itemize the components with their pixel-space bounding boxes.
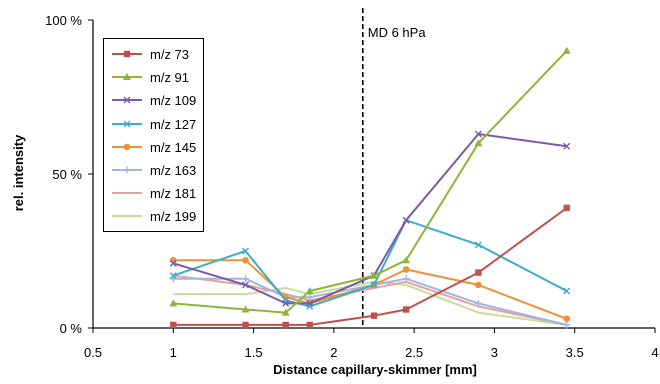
x-tick-label: 4: [651, 345, 658, 360]
y-tick-label: 0 %: [60, 321, 83, 336]
series-m-z-109: [169, 130, 571, 307]
legend: m/z 73 m/z 91 m/z 109 m/z 127 m/z 145 m/z 163…: [103, 38, 204, 232]
data-point: [169, 299, 178, 307]
y-tick-label: 100 %: [45, 13, 82, 28]
legend-swatch: [112, 143, 142, 151]
legend-label: m/z 127: [150, 116, 197, 132]
series-layer: [169, 46, 571, 329]
series-line: [173, 207, 568, 326]
x-tick-label: 3.5: [566, 345, 584, 360]
data-point: [282, 299, 290, 307]
legend-swatch: [112, 73, 142, 81]
annotation-label: MD 6 hPa: [368, 25, 427, 40]
legend-item: m/z 163: [110, 161, 202, 181]
legend-item: m/z 109: [110, 91, 202, 111]
data-point: [402, 216, 410, 224]
series-line: [173, 133, 567, 305]
data-point: [123, 166, 131, 174]
legend-item: m/z 91: [110, 68, 202, 88]
data-point: [306, 299, 314, 307]
legend-label: m/z 181: [150, 186, 197, 202]
x-tick-label: 2.5: [405, 345, 423, 360]
data-point: [402, 256, 411, 264]
series-m-z-91: [169, 46, 571, 316]
data-point: [242, 275, 250, 283]
data-point: [563, 321, 571, 329]
legend-label: m/z 109: [150, 93, 197, 109]
y-tick-label: 50 %: [52, 167, 82, 182]
data-point: [169, 259, 177, 267]
x-tick-label: 1: [170, 345, 177, 360]
legend-label: m/z 145: [150, 139, 197, 155]
data-point: [123, 120, 131, 128]
data-point: [563, 142, 571, 150]
data-point: [123, 73, 131, 81]
series-line: [173, 277, 567, 326]
legend-item: m/z 181: [110, 184, 202, 204]
legend-label: m/z 199: [150, 209, 197, 225]
data-point: [474, 241, 482, 249]
x-tick-label: 1.5: [245, 345, 263, 360]
data-point: [169, 272, 177, 280]
legend-item: m/z 73: [110, 45, 202, 65]
x-tick-label: 2: [330, 345, 337, 360]
legend-swatch: [112, 166, 142, 174]
legend-label: m/z 73: [150, 47, 190, 62]
data-point: [475, 281, 482, 289]
data-point: [402, 266, 410, 273]
data-point: [370, 312, 378, 319]
series-line: [173, 280, 567, 326]
series-m-z-145: [169, 256, 570, 323]
legend-swatch: [112, 50, 142, 58]
legend-item: m/z 199: [110, 207, 202, 227]
data-point: [474, 299, 482, 307]
data-point: [370, 281, 378, 289]
data-point: [306, 293, 314, 301]
legend-item: m/z 145: [110, 138, 202, 158]
data-point: [242, 321, 249, 329]
data-point: [370, 271, 378, 279]
data-point: [242, 281, 250, 289]
legend-label: m/z 91: [150, 70, 190, 86]
series-m-z-127: [169, 216, 571, 310]
data-point: [563, 204, 570, 212]
data-point: [281, 308, 290, 316]
axes-layer: 0.5 1 1.5 2 2.5 3 3.5 4 0 % 50 % 100 %: [45, 8, 659, 360]
x-tick-label: 3: [491, 345, 498, 360]
data-point: [242, 247, 250, 255]
data-point: [402, 306, 410, 313]
x-axis-title: Distance capillary-skimmer [mm]: [273, 362, 477, 377]
series-m-z-73: [170, 204, 570, 329]
legend-swatch: [112, 96, 142, 104]
series-line: [173, 50, 568, 314]
data-point: [474, 130, 482, 138]
x-tick-label: 0.5: [84, 345, 102, 360]
data-point: [402, 275, 410, 283]
data-point: [123, 143, 131, 151]
legend-swatch: [112, 192, 142, 195]
data-point: [562, 46, 571, 54]
data-point: [170, 321, 177, 329]
series-m-z-199: [173, 280, 567, 326]
data-point: [305, 287, 314, 295]
legend-item: m/z 127: [110, 115, 202, 135]
data-point: [563, 287, 571, 295]
legend-label: m/z 163: [150, 163, 197, 178]
data-point: [123, 50, 131, 58]
legend-swatch: [112, 120, 142, 128]
y-axis-title: rel. intensity: [11, 134, 26, 211]
series-line: [172, 219, 568, 308]
data-point: [241, 305, 250, 313]
data-point: [242, 256, 249, 264]
data-point: [282, 321, 289, 329]
series-line: [173, 259, 568, 320]
data-point: [563, 315, 570, 323]
legend-swatch: [112, 215, 142, 218]
data-point: [306, 321, 313, 329]
data-point: [475, 269, 482, 276]
data-point: [474, 139, 483, 147]
data-point: [123, 96, 131, 104]
